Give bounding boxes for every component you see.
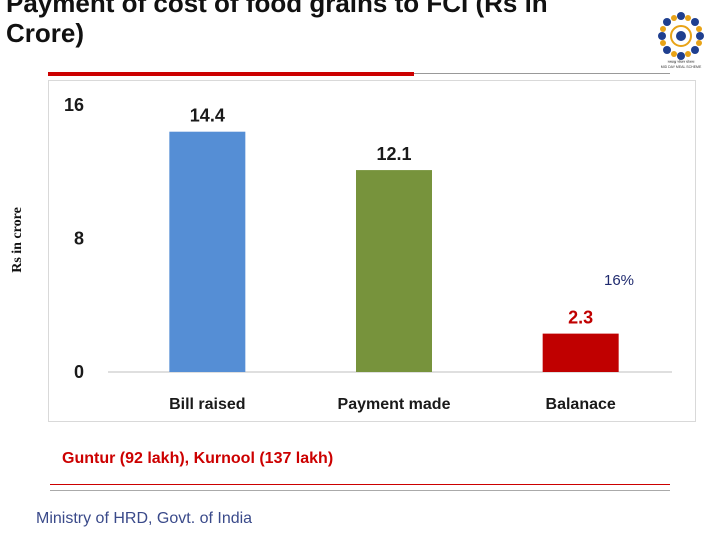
x-tick-label: Payment made bbox=[338, 396, 451, 413]
bar-chart: 0 8 16 14.4 Bill raised 12.1 Payment made 2.3 Ba… bbox=[48, 80, 696, 422]
footer-text: Ministry of HRD, Govt. of India bbox=[36, 510, 253, 527]
chart-svg: 0 8 16 14.4 Bill raised 12.1 Payment made 2.3 Ba… bbox=[48, 80, 696, 422]
footer-rule-grey bbox=[50, 490, 670, 491]
y-tick-label: 16 bbox=[64, 95, 84, 115]
title-underline-grey bbox=[414, 73, 670, 74]
x-tick-label: Bill raised bbox=[169, 396, 245, 413]
title-underline-red bbox=[48, 72, 414, 76]
mid-day-meal-logo-icon bbox=[658, 12, 704, 60]
data-label: 12.1 bbox=[376, 144, 411, 164]
data-label: 2.3 bbox=[568, 308, 593, 328]
bar bbox=[542, 333, 619, 372]
x-tick-label: Balanace bbox=[546, 396, 616, 413]
footer-rule-red bbox=[50, 484, 670, 485]
percent-annotation: 16% bbox=[604, 272, 635, 289]
logo-caption: मध्याह्न भोजन योजना MID DAY MEAL SCHEME bbox=[660, 60, 702, 69]
y-axis-label: Rs in crore bbox=[10, 207, 25, 273]
data-label: 14.4 bbox=[190, 106, 225, 126]
footnote: Guntur (92 lakh), Kurnool (137 lakh) bbox=[62, 450, 334, 467]
y-tick-label: 0 bbox=[74, 362, 84, 382]
bar bbox=[169, 131, 246, 372]
slide-title: Payment of cost of food grains to FCI (R… bbox=[6, 0, 548, 48]
y-tick-label: 8 bbox=[74, 229, 84, 249]
bar bbox=[356, 170, 432, 372]
